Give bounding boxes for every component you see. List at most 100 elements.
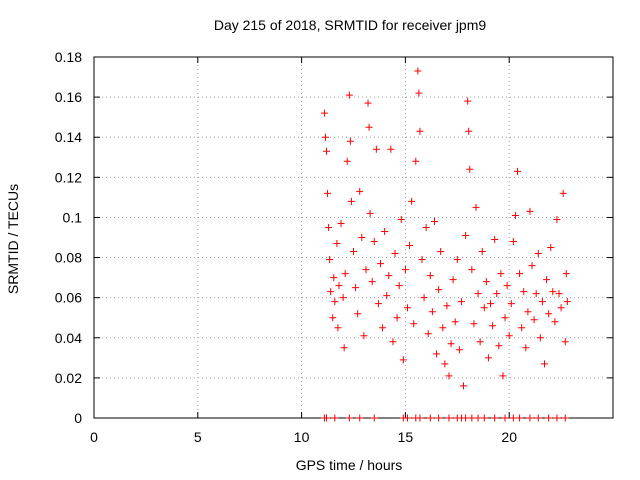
data-point xyxy=(356,414,364,422)
data-point xyxy=(526,414,534,422)
data-point xyxy=(509,414,517,422)
data-point xyxy=(455,346,463,354)
data-point xyxy=(321,133,329,141)
data-point xyxy=(441,360,449,368)
data-point xyxy=(324,189,332,197)
data-point xyxy=(420,294,428,302)
chart-title: Day 215 of 2018, SRMTID for receiver jpm… xyxy=(214,17,487,33)
data-point xyxy=(472,203,480,211)
data-point xyxy=(482,278,490,286)
data-point xyxy=(514,167,522,175)
axis-ticks: 0 0.02 0.04 0.06 0.08 0.1 0.12 0.14 0.16 0.18 0 5 10… xyxy=(55,49,613,445)
data-point xyxy=(549,288,557,296)
data-point xyxy=(520,288,528,296)
data-point xyxy=(430,217,438,225)
data-point xyxy=(343,157,351,165)
data-point xyxy=(408,197,416,205)
data-point xyxy=(464,97,472,105)
data-point xyxy=(339,294,347,302)
data-point xyxy=(526,207,534,215)
data-point xyxy=(462,231,470,239)
data-point xyxy=(547,244,555,252)
data-point xyxy=(451,318,459,326)
x-tick-label: 20 xyxy=(501,429,517,445)
data-point xyxy=(516,414,524,422)
data-point xyxy=(320,109,328,117)
data-point xyxy=(334,324,342,332)
data-point xyxy=(491,236,499,244)
data-point xyxy=(528,262,536,270)
data-point xyxy=(497,270,505,278)
data-point xyxy=(501,414,509,422)
data-point xyxy=(415,89,423,97)
data-point xyxy=(395,282,403,290)
data-point xyxy=(476,338,484,346)
data-point xyxy=(389,338,397,346)
data-point xyxy=(561,414,569,422)
data-point xyxy=(379,324,387,332)
data-point xyxy=(509,238,517,246)
data-point xyxy=(501,314,509,322)
x-tick-label: 15 xyxy=(398,429,414,445)
data-point xyxy=(433,350,441,358)
data-point xyxy=(495,342,503,350)
data-point xyxy=(465,127,473,135)
y-tick-label: 0.1 xyxy=(63,209,83,225)
data-point xyxy=(493,290,501,298)
y-tick-label: 0.06 xyxy=(55,290,82,306)
data-point xyxy=(555,290,563,298)
data-point xyxy=(368,278,376,286)
data-point xyxy=(356,187,364,195)
data-point xyxy=(474,414,482,422)
data-point xyxy=(457,298,465,306)
data-point xyxy=(340,344,348,352)
data-point xyxy=(426,414,434,422)
data-point xyxy=(372,145,380,153)
data-point xyxy=(326,256,334,264)
data-point xyxy=(416,127,424,135)
data-point xyxy=(365,123,373,131)
data-point xyxy=(445,414,453,422)
data-point xyxy=(553,215,561,223)
data-point xyxy=(561,338,569,346)
data-point xyxy=(360,332,368,340)
data-point xyxy=(511,211,519,219)
data-point xyxy=(534,250,542,258)
data-point xyxy=(406,242,414,250)
data-points xyxy=(320,67,571,422)
data-point xyxy=(416,414,424,422)
data-point xyxy=(428,308,436,316)
data-point xyxy=(376,260,384,268)
data-point xyxy=(480,414,488,422)
data-point xyxy=(414,67,422,75)
data-point xyxy=(435,414,443,422)
y-tick-label: 0.04 xyxy=(55,330,82,346)
data-point xyxy=(410,320,418,328)
data-point xyxy=(447,340,455,348)
data-point xyxy=(445,372,453,380)
data-point xyxy=(491,414,499,422)
data-point xyxy=(424,330,432,338)
data-point xyxy=(505,332,513,340)
data-point xyxy=(329,314,337,322)
data-point xyxy=(331,298,339,306)
data-point xyxy=(426,272,434,280)
data-point xyxy=(403,414,411,422)
data-point xyxy=(364,99,372,107)
data-point xyxy=(397,215,405,223)
data-point xyxy=(341,270,349,278)
y-tick-label: 0.02 xyxy=(55,370,82,386)
data-point xyxy=(503,282,511,290)
data-point xyxy=(449,276,457,284)
x-tick-label: 5 xyxy=(194,429,202,445)
data-point xyxy=(352,284,360,292)
data-point xyxy=(354,310,362,318)
data-point xyxy=(412,157,420,165)
y-tick-label: 0 xyxy=(74,410,82,426)
data-point xyxy=(536,334,544,342)
data-point xyxy=(346,137,354,145)
y-tick-label: 0.18 xyxy=(55,49,82,65)
data-point xyxy=(518,324,526,332)
data-point xyxy=(534,414,542,422)
